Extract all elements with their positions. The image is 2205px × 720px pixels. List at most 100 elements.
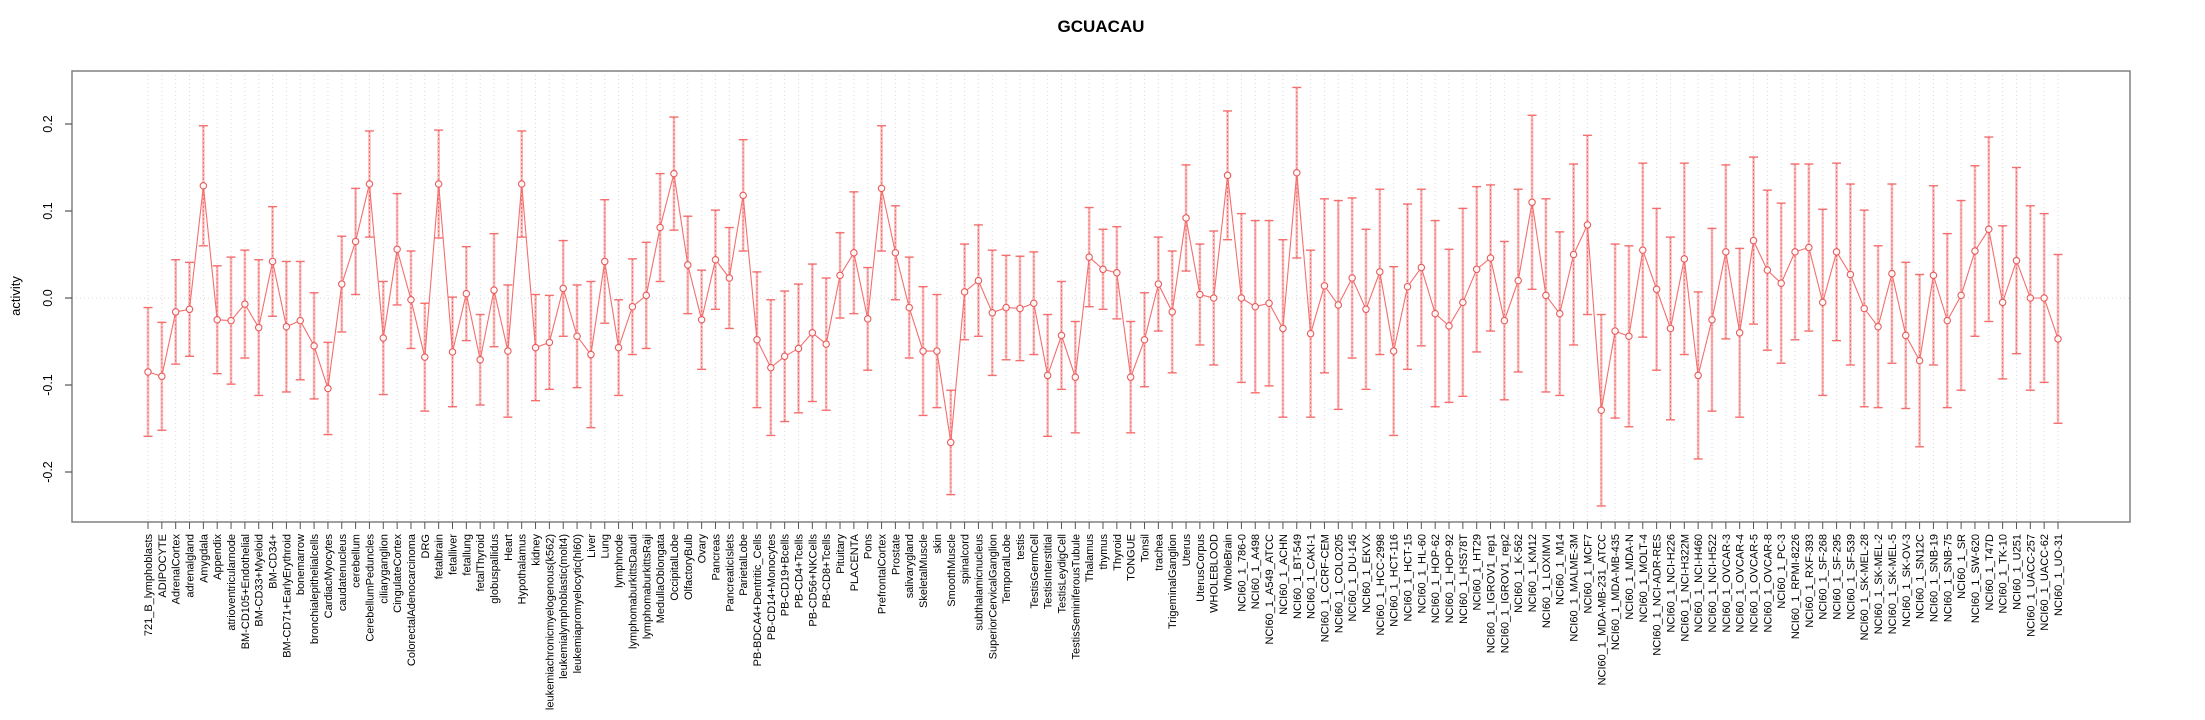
data-point xyxy=(1514,276,1522,285)
data-point xyxy=(254,323,263,332)
data-point xyxy=(1652,285,1661,294)
data-point xyxy=(1126,373,1135,381)
x-tick-label: NCI60_1_KM12 xyxy=(1527,534,1539,612)
x-tick-label: caudatenucleus xyxy=(337,534,349,612)
data-point xyxy=(1376,268,1384,276)
grid-layer xyxy=(72,71,2130,522)
data-point xyxy=(1182,214,1190,222)
x-tick-label: spinalcord xyxy=(960,534,972,584)
data-point xyxy=(1196,290,1204,299)
x-tick-label: lymphnode xyxy=(614,534,626,588)
data-point xyxy=(199,182,208,190)
data-point xyxy=(1459,298,1467,307)
data-point xyxy=(144,368,152,376)
x-tick-label: Tonsil xyxy=(1140,534,1152,562)
x-tick-label: CerebellumPeduncles xyxy=(364,534,376,642)
data-point xyxy=(1735,329,1744,337)
x-tick-label: NCI60_1_OVCAR-3 xyxy=(1721,534,1733,632)
data-point xyxy=(407,295,415,304)
x-tick-label: ParietalLobe xyxy=(738,534,750,596)
data-point xyxy=(1251,302,1259,311)
x-tick-label: NCI60_1_HT29 xyxy=(1472,534,1484,610)
data-point xyxy=(1555,309,1564,318)
y-tick-label: -0.1 xyxy=(41,374,55,396)
data-point xyxy=(808,329,817,337)
x-tick-label: NCI60_1_ACHN xyxy=(1278,534,1290,615)
x-tick-label: Thyroid xyxy=(1112,534,1124,571)
x-tick-label: NCI60_1_T47D xyxy=(1984,534,1996,610)
data-point xyxy=(1140,336,1149,344)
x-tick-label: NCI60_1_SF-539 xyxy=(1845,534,1857,620)
data-point xyxy=(1500,316,1509,325)
y-tick-label: 0.1 xyxy=(41,202,55,219)
data-point xyxy=(753,336,761,344)
x-tick-label: SkeletalMuscle xyxy=(918,534,930,608)
data-point xyxy=(1099,265,1107,274)
data-point xyxy=(1957,291,1965,300)
x-tick-label: TemporalLobe xyxy=(1001,534,1013,604)
x-tick-label: salivarygland xyxy=(904,534,916,598)
x-tick-label: Prostate xyxy=(890,534,902,575)
x-tick-label: NCI60_1_MDA-MB-435 xyxy=(1610,534,1622,650)
data-point xyxy=(767,363,775,372)
x-tick-label: SuperiorCervicalGanglion xyxy=(987,534,999,659)
data-point xyxy=(614,343,623,352)
data-point xyxy=(213,315,221,324)
x-tick-label: NCI60_1_SF-268 xyxy=(1818,534,1830,620)
data-point xyxy=(739,191,747,200)
data-point xyxy=(1791,248,1799,256)
data-point xyxy=(1043,371,1052,380)
x-tick-label: NCI60_1_SNB-19 xyxy=(1928,534,1940,622)
data-point xyxy=(642,291,651,300)
x-tick-label: leukemiapromyelocytic(hl60) xyxy=(572,534,584,673)
x-tick-label: NCI60_1_HOP-92 xyxy=(1444,534,1456,623)
data-point xyxy=(2040,294,2048,302)
data-point xyxy=(1625,332,1633,341)
data-point xyxy=(310,342,318,350)
x-tick-label: NCI60_1_BT-549 xyxy=(1292,534,1304,619)
data-point xyxy=(365,180,374,188)
x-tick-label: UterusCorpus xyxy=(1195,534,1207,602)
data-point xyxy=(1209,294,1218,302)
data-point xyxy=(891,249,900,257)
x-tick-label: leukemiachronicmyelogenous(k562) xyxy=(544,534,556,710)
x-tick-label: PB-CD19+Bcells xyxy=(780,534,792,617)
x-tick-label: ADIPOCYTE xyxy=(157,534,169,598)
data-point xyxy=(1805,243,1813,252)
x-tick-label: NCI60_1_UACC-257 xyxy=(2025,534,2037,637)
x-tick-label: NCI60_1_NCI-ADR-RES xyxy=(1652,534,1664,656)
x-tick-label: NCI60_1_SNB-75 xyxy=(1942,534,1954,622)
data-point xyxy=(587,350,595,359)
data-point xyxy=(1722,248,1730,256)
y-tick-label: 0.0 xyxy=(41,289,55,306)
x-tick-label: kidney xyxy=(531,534,543,566)
x-tick-label: Appendix xyxy=(212,534,224,580)
data-point xyxy=(960,288,969,296)
data-point xyxy=(1694,371,1702,380)
x-tick-label: NCI60_1_NCI-H226 xyxy=(1665,534,1677,632)
data-point xyxy=(1002,303,1010,312)
data-point xyxy=(877,184,886,193)
data-point xyxy=(947,438,955,447)
data-point xyxy=(1472,265,1481,274)
x-tick-label: PLACENTA xyxy=(849,533,861,591)
data-point xyxy=(2026,294,2035,302)
x-tick-label: TestisInterstitial xyxy=(1043,534,1055,609)
x-tick-label: NCI60_1_SK-MEL-28 xyxy=(1859,534,1871,640)
x-tick-label: BM-CD34+ xyxy=(268,534,280,589)
data-point xyxy=(1071,373,1080,381)
data-point xyxy=(988,309,997,317)
data-point xyxy=(1777,279,1785,287)
data-point xyxy=(1666,324,1675,333)
data-point xyxy=(268,257,277,266)
data-point xyxy=(1348,274,1356,282)
x-tick-label: NCI60_1_SF-295 xyxy=(1832,534,1844,620)
x-tick-label: NCI60_1_U251 xyxy=(2011,534,2023,610)
x-tick-label: MedullaOblongata xyxy=(655,533,667,623)
x-tick-label: Liver xyxy=(586,534,598,558)
x-tick-label: NCI60_1_HOP-62 xyxy=(1430,534,1442,623)
data-point xyxy=(573,332,581,341)
data-point xyxy=(1265,299,1273,307)
x-tick-label: Thalamus xyxy=(1084,534,1096,583)
x-tick-label: DRG xyxy=(420,534,432,558)
